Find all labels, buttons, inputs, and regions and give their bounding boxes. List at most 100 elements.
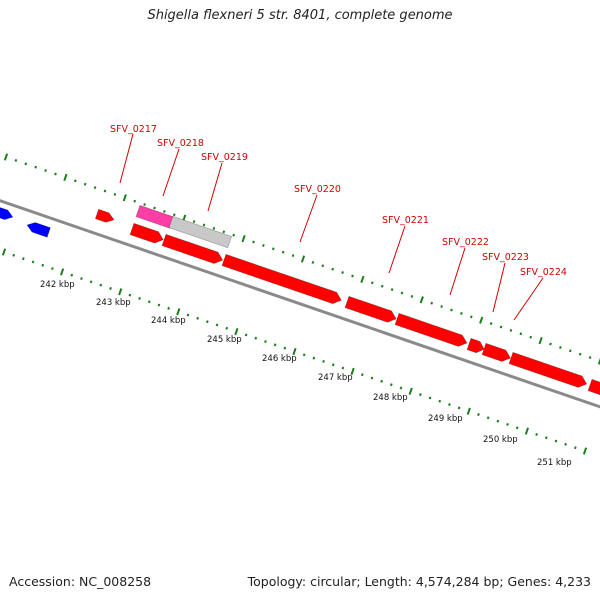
major-tick <box>538 336 543 345</box>
length-text: Length: 4,574,284 bp <box>364 574 500 589</box>
gene-label: SFV_0220 <box>294 184 341 195</box>
minor-tick <box>157 303 161 307</box>
minor-tick <box>283 346 287 350</box>
scale-label: 245 kbp <box>207 335 242 345</box>
major-tick <box>408 387 413 395</box>
major-tick <box>176 308 181 316</box>
minor-tick <box>24 162 28 166</box>
blue-gene-2 <box>26 222 51 238</box>
minor-tick <box>460 311 463 315</box>
minor-tick <box>143 203 146 207</box>
gene-label: SFV_0222 <box>442 237 489 248</box>
minor-tick <box>70 273 74 277</box>
minor-tick <box>252 240 255 244</box>
minor-tick <box>509 328 513 332</box>
genome-summary: Topology: circular; Length: 4,574,284 bp… <box>247 574 591 589</box>
minor-tick <box>273 343 277 347</box>
minor-tick <box>389 383 393 387</box>
gene-label: SFV_0221 <box>382 215 429 226</box>
grey-feature-shape <box>168 215 232 249</box>
minor-tick <box>535 432 538 436</box>
minor-tick <box>544 436 548 440</box>
gene-label: SFV_0217 <box>110 124 157 135</box>
scale-labels: 242 kbp 243 kbp 244 kbp 245 kbp 246 kbp 247 k… <box>40 280 572 468</box>
minor-tick <box>331 267 335 271</box>
minor-tick <box>109 287 112 290</box>
minor-tick <box>450 308 453 312</box>
minor-tick <box>99 283 103 287</box>
feature-track <box>0 204 600 396</box>
red-gene-small <box>94 208 115 223</box>
red-gene-5-shape <box>394 312 468 347</box>
minor-tick <box>529 335 533 339</box>
red-gene-4-shape <box>344 295 397 323</box>
minor-tick <box>380 379 383 383</box>
minor-tick <box>438 399 442 403</box>
red-gene-small-shape <box>94 208 115 223</box>
minor-tick <box>573 446 577 450</box>
red-gene-2 <box>161 233 224 264</box>
major-tick <box>597 357 600 365</box>
minor-tick <box>519 332 523 336</box>
red-gene-4 <box>344 295 397 323</box>
scale-label: 249 kbp <box>428 414 463 424</box>
minor-tick <box>271 247 275 251</box>
minor-tick <box>232 233 236 237</box>
major-tick <box>122 194 127 202</box>
red-gene-7 <box>481 342 511 362</box>
minor-tick <box>370 376 374 380</box>
major-tick <box>60 268 65 276</box>
minor-tick <box>12 253 16 257</box>
minor-tick <box>163 209 166 213</box>
minor-tick <box>73 179 77 183</box>
minor-tick <box>172 213 176 217</box>
minor-tick <box>147 300 151 304</box>
callout-line <box>162 148 180 197</box>
minor-tick <box>321 264 325 268</box>
gene-label: SFV_0224 <box>520 267 567 278</box>
red-gene-9 <box>587 378 600 396</box>
minor-tick <box>192 220 196 224</box>
minor-tick <box>54 172 57 176</box>
minor-tick <box>113 192 117 196</box>
major-tick <box>360 275 365 284</box>
minor-tick <box>380 284 384 288</box>
minor-tick <box>400 291 404 295</box>
minor-tick <box>133 199 137 203</box>
blue-gene-2-shape <box>26 222 51 238</box>
gene-label: SFV_0218 <box>157 138 204 149</box>
minor-tick <box>34 165 38 169</box>
minor-tick <box>167 306 170 310</box>
minor-tick <box>83 182 87 186</box>
minor-tick <box>225 326 229 330</box>
major-tick <box>241 234 246 243</box>
scale-label: 251 kbp <box>537 458 572 468</box>
minor-tick <box>51 267 54 271</box>
minor-tick <box>486 416 490 420</box>
red-gene-5 <box>394 312 468 347</box>
major-tick <box>3 153 9 161</box>
red-gene-6-shape <box>466 337 485 354</box>
major-tick <box>479 316 484 324</box>
minor-tick <box>564 442 567 446</box>
red-gene-1 <box>129 222 164 244</box>
minor-tick <box>89 280 93 284</box>
minor-tick <box>331 363 335 367</box>
minor-tick <box>212 226 216 230</box>
callout-line <box>299 194 318 243</box>
minor-tick <box>549 342 552 346</box>
red-gene-6 <box>466 337 485 354</box>
minor-tick <box>341 271 344 275</box>
minor-tick <box>351 274 354 278</box>
minor-tick <box>281 250 285 254</box>
minor-tick <box>264 340 267 344</box>
minor-tick <box>440 305 443 309</box>
minor-tick <box>554 439 558 443</box>
minor-tick <box>153 206 156 210</box>
callout-line <box>513 277 544 321</box>
minor-tick <box>244 333 248 337</box>
major-tick <box>419 296 424 304</box>
minor-tick <box>196 316 200 320</box>
red-gene-2-shape <box>161 233 224 264</box>
